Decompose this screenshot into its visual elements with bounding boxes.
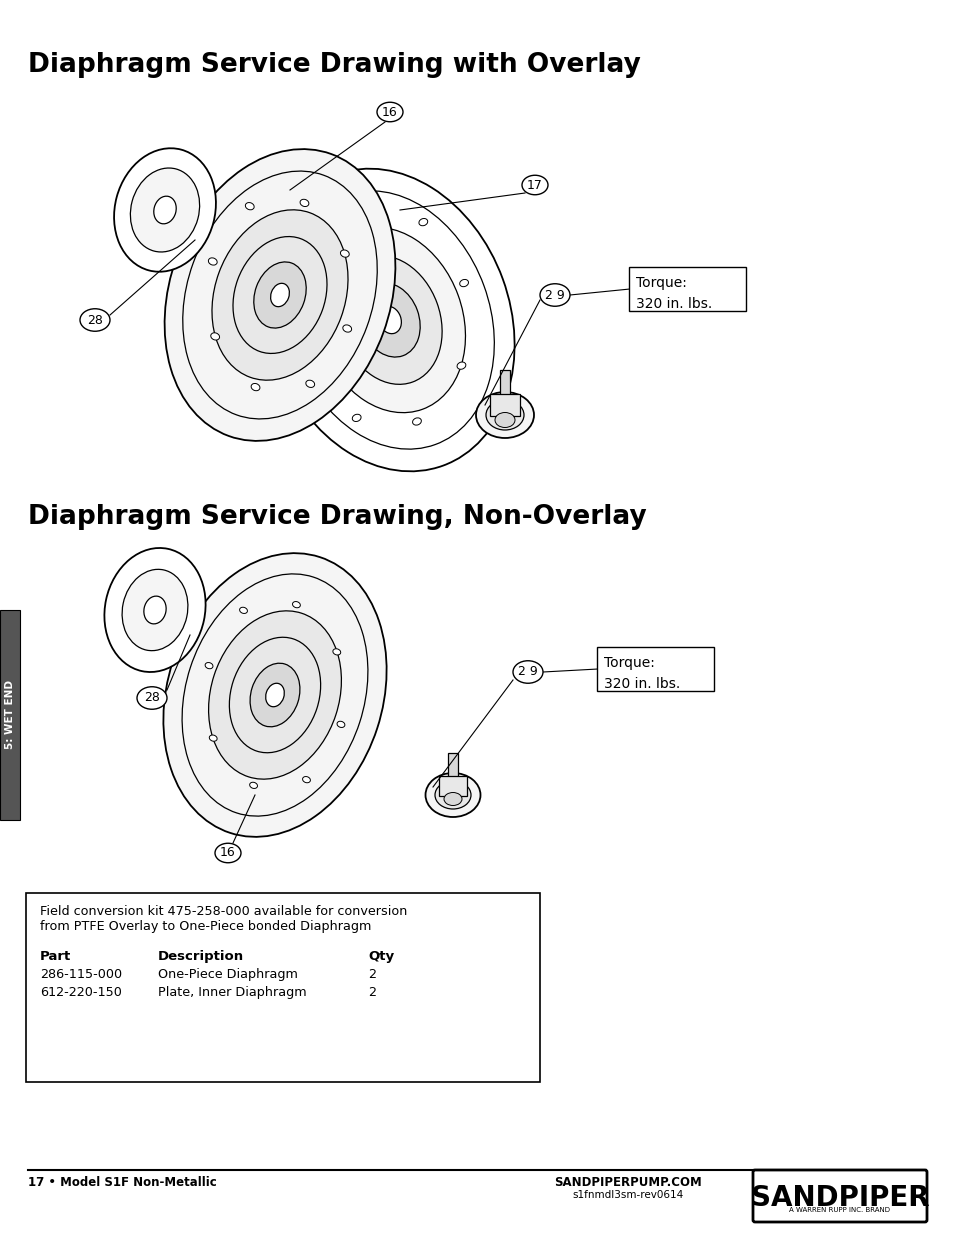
Ellipse shape: [358, 215, 367, 222]
Ellipse shape: [456, 362, 465, 369]
Ellipse shape: [337, 256, 441, 384]
FancyBboxPatch shape: [438, 776, 467, 797]
Text: 2: 2: [368, 968, 375, 981]
Text: from PTFE Overlay to One-Piece bonded Diaphragm: from PTFE Overlay to One-Piece bonded Di…: [40, 920, 371, 932]
Text: s1fnmdl3sm-rev0614: s1fnmdl3sm-rev0614: [572, 1191, 683, 1200]
Text: 2 9: 2 9: [517, 666, 537, 678]
FancyBboxPatch shape: [752, 1170, 926, 1221]
Ellipse shape: [435, 781, 471, 809]
Ellipse shape: [265, 169, 514, 472]
Ellipse shape: [214, 844, 241, 863]
Text: Part: Part: [40, 950, 71, 963]
Text: 16: 16: [382, 105, 397, 119]
Ellipse shape: [312, 353, 320, 361]
Ellipse shape: [513, 661, 542, 683]
FancyBboxPatch shape: [0, 610, 20, 820]
Text: 28: 28: [144, 692, 160, 704]
FancyBboxPatch shape: [628, 267, 745, 311]
Text: Torque:
320 in. lbs.: Torque: 320 in. lbs.: [603, 656, 679, 690]
Ellipse shape: [376, 103, 402, 122]
Ellipse shape: [418, 219, 427, 226]
Ellipse shape: [80, 309, 110, 331]
Ellipse shape: [285, 191, 494, 450]
Ellipse shape: [333, 648, 340, 655]
Text: 2: 2: [368, 986, 375, 999]
Ellipse shape: [209, 735, 217, 741]
Text: 17 • Model S1F Non-Metallic: 17 • Model S1F Non-Metallic: [28, 1176, 216, 1189]
Ellipse shape: [271, 283, 289, 306]
Text: SANDPIPERPUMP.COM: SANDPIPERPUMP.COM: [554, 1176, 701, 1189]
Ellipse shape: [443, 793, 461, 805]
Ellipse shape: [302, 777, 310, 783]
Ellipse shape: [359, 283, 419, 357]
Ellipse shape: [239, 608, 247, 614]
Ellipse shape: [306, 380, 314, 388]
Text: 2 9: 2 9: [544, 289, 564, 301]
Text: One-Piece Diaphragm: One-Piece Diaphragm: [158, 968, 297, 981]
Ellipse shape: [265, 683, 284, 706]
Ellipse shape: [163, 553, 386, 837]
Ellipse shape: [144, 597, 166, 624]
Text: Plate, Inner Diaphragm: Plate, Inner Diaphragm: [158, 986, 306, 999]
FancyBboxPatch shape: [448, 753, 457, 781]
FancyBboxPatch shape: [597, 647, 713, 692]
Text: Diaphragm Service Drawing, Non-Overlay: Diaphragm Service Drawing, Non-Overlay: [28, 504, 646, 530]
Ellipse shape: [314, 270, 323, 278]
Ellipse shape: [495, 412, 515, 427]
Ellipse shape: [208, 258, 217, 266]
FancyBboxPatch shape: [490, 394, 519, 416]
Ellipse shape: [340, 249, 349, 257]
Ellipse shape: [342, 325, 352, 332]
Ellipse shape: [131, 168, 199, 252]
Ellipse shape: [293, 601, 300, 608]
Ellipse shape: [153, 196, 176, 224]
Ellipse shape: [459, 279, 468, 287]
Ellipse shape: [245, 203, 253, 210]
Ellipse shape: [352, 414, 360, 421]
Ellipse shape: [539, 284, 569, 306]
Ellipse shape: [183, 172, 376, 419]
Text: 28: 28: [87, 314, 103, 326]
Ellipse shape: [212, 210, 348, 380]
Ellipse shape: [209, 611, 341, 779]
Ellipse shape: [485, 400, 523, 430]
Ellipse shape: [205, 662, 213, 669]
Ellipse shape: [122, 569, 188, 651]
Ellipse shape: [251, 383, 259, 390]
Ellipse shape: [250, 663, 299, 726]
Ellipse shape: [233, 237, 327, 353]
FancyBboxPatch shape: [499, 370, 510, 400]
Ellipse shape: [425, 773, 480, 818]
Ellipse shape: [412, 417, 421, 425]
Ellipse shape: [182, 574, 368, 816]
Text: Torque:
320 in. lbs.: Torque: 320 in. lbs.: [636, 275, 712, 310]
Text: 5: WET END: 5: WET END: [5, 680, 15, 750]
Text: Field conversion kit 475-258-000 available for conversion: Field conversion kit 475-258-000 availab…: [40, 905, 407, 918]
Ellipse shape: [378, 306, 401, 333]
Text: Qty: Qty: [368, 950, 394, 963]
Text: Diaphragm Service Drawing with Overlay: Diaphragm Service Drawing with Overlay: [28, 52, 640, 78]
Ellipse shape: [250, 782, 257, 788]
FancyBboxPatch shape: [26, 893, 539, 1082]
Text: A WARREN RUPP INC. BRAND: A WARREN RUPP INC. BRAND: [789, 1207, 889, 1213]
Ellipse shape: [137, 687, 167, 709]
Ellipse shape: [165, 149, 395, 441]
Ellipse shape: [104, 548, 206, 672]
Ellipse shape: [229, 637, 320, 753]
Text: SANDPIPER: SANDPIPER: [750, 1184, 928, 1212]
Text: 17: 17: [526, 179, 542, 191]
Ellipse shape: [476, 391, 534, 438]
Text: Description: Description: [158, 950, 244, 963]
Ellipse shape: [253, 262, 306, 329]
Ellipse shape: [300, 199, 309, 206]
Ellipse shape: [336, 721, 345, 727]
Text: 286-115-000: 286-115-000: [40, 968, 122, 981]
Text: 16: 16: [220, 846, 235, 860]
Ellipse shape: [521, 175, 547, 195]
Ellipse shape: [211, 332, 219, 340]
Text: 612-220-150: 612-220-150: [40, 986, 122, 999]
Ellipse shape: [314, 227, 465, 412]
Ellipse shape: [114, 148, 215, 272]
